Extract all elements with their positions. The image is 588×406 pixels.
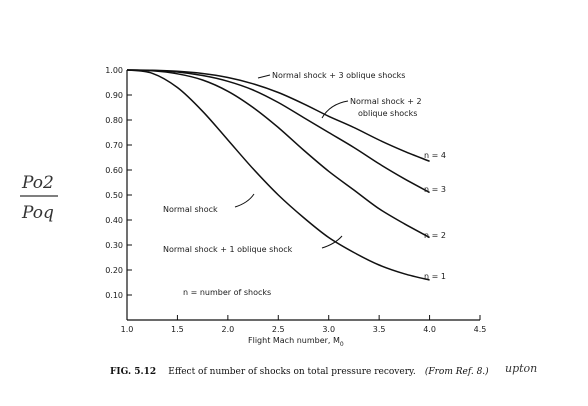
caption-ref: (From Ref. 8.) [425,366,489,377]
leader-normal-1-oblique [321,235,343,249]
annotation-normal-1-oblique: Normal shock + 1 oblique shock [163,245,293,254]
y-label-denominator: Poq [21,203,54,223]
curve-label-n1: n = 1 [424,272,446,281]
series-line-n2 [126,69,430,239]
y-tick-label: 0.50 [105,191,123,200]
caption-line: FIG. 5.12 Effect of number of shocks on … [110,359,489,378]
x-tick-label: 3.0 [322,325,335,334]
y-axis-handwritten-label: Po2 Poq [20,173,58,223]
x-tick-label: 3.5 [373,325,386,334]
annotation-normal-2-oblique-line2: oblique shocks [358,109,417,118]
caption-fig-label: FIG. 5.12 [110,367,156,377]
annotation-n-definition: n = number of shocks [183,288,271,297]
y-tick-label: 0.80 [105,116,123,125]
leader-normal-shock [234,193,255,208]
caption-text: Effect of number of shocks on total pres… [168,367,416,377]
x-tick-label: 2.5 [272,325,285,334]
series-curves [126,69,430,281]
curve-label-n2: n = 2 [424,231,446,240]
y-tick-label: 0.60 [105,166,123,175]
leader-normal-3-oblique [257,74,271,79]
x-axis-label-subscript: 0 [340,341,344,348]
leader-normal-2-oblique [321,100,349,119]
y-label-numerator: Po2 [21,173,54,193]
x-axis-label-main: Flight Mach number, M [248,336,340,345]
x-axis-ticks: 1.0 1.5 2.0 2.5 3.0 3.5 4.0 4.5 [121,315,487,334]
figure-caption: FIG. 5.12 Effect of number of shocks on … [110,359,537,378]
x-tick-label: 4.0 [423,325,436,334]
x-tick-label: 1.5 [171,325,184,334]
annotation-normal-3-oblique: Normal shock + 3 oblique shocks [272,71,405,80]
y-tick-label: 0.70 [105,141,123,150]
x-axis-label: Flight Mach number, M0 [248,336,344,348]
y-tick-label: 0.10 [105,291,123,300]
y-tick-label: 0.30 [105,241,123,250]
annotation-normal-2-oblique-line1: Normal shock + 2 [350,97,422,106]
y-tick-label: 0.40 [105,216,123,225]
curve-label-n4: n = 4 [424,151,446,160]
y-axis-ticks: 0.10 0.20 0.30 0.40 0.50 0.60 0.70 0.80 0.90 1.00 [105,66,132,300]
annotation-normal-shock: Normal shock [163,205,218,214]
curve-label-n3: n = 3 [424,185,446,194]
y-tick-label: 0.20 [105,266,123,275]
x-tick-label: 4.5 [474,325,487,334]
caption-handwriting: upton [505,362,537,375]
y-tick-label: 1.00 [105,66,123,75]
series-line-n1 [126,69,430,281]
x-tick-label: 2.0 [221,325,234,334]
series-line-n3 [126,69,430,194]
series-line-n4 [126,69,430,162]
y-tick-label: 0.90 [105,91,123,100]
x-tick-label: 1.0 [121,325,134,334]
